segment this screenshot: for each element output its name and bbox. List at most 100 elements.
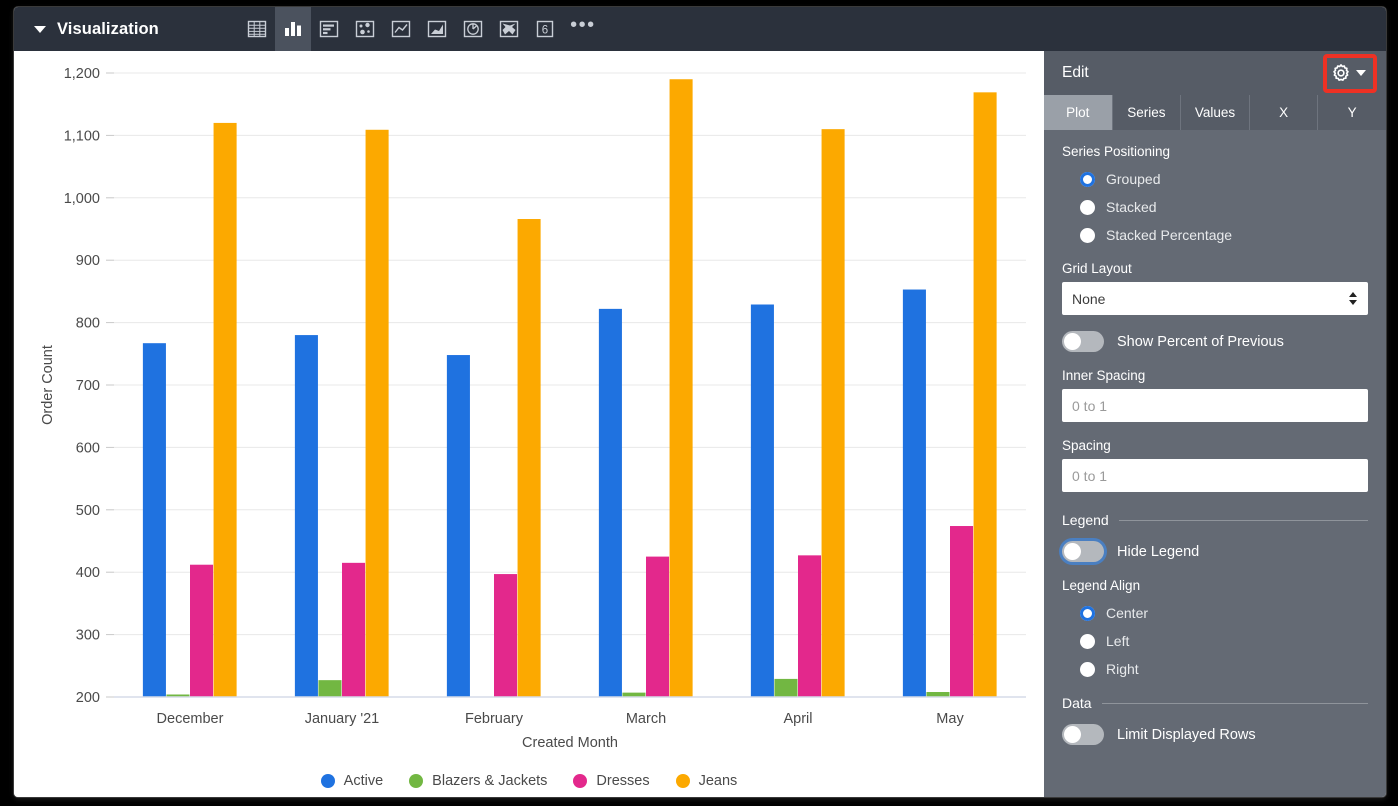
- bar[interactable]: [798, 555, 822, 697]
- bar[interactable]: [926, 692, 950, 697]
- column-chart-icon[interactable]: [274, 7, 311, 51]
- y-axis-tick-label: 300: [76, 628, 100, 644]
- data-section-header: Data: [1062, 695, 1368, 711]
- radio-checked-icon: [1080, 605, 1095, 621]
- bar[interactable]: [318, 680, 342, 697]
- visualization-window: Visualization: [14, 7, 1386, 797]
- legend-item[interactable]: Active: [320, 773, 383, 789]
- bar[interactable]: [166, 694, 190, 698]
- tab-series[interactable]: Series: [1113, 95, 1182, 130]
- legend-section-label: Legend: [1062, 512, 1109, 528]
- bar[interactable]: [517, 219, 541, 697]
- bar[interactable]: [821, 129, 845, 697]
- legend-align-radio-group: Center Left Right: [1062, 599, 1368, 683]
- legend-align-option-right[interactable]: Right: [1062, 655, 1368, 683]
- x-axis-tick-label: April: [783, 711, 812, 727]
- series-positioning-radio-group: Grouped Stacked Stacked Percentage: [1062, 165, 1368, 249]
- grid-layout-value: None: [1062, 282, 1368, 315]
- table-icon[interactable]: [239, 7, 275, 51]
- bar[interactable]: [446, 355, 470, 697]
- single-value-icon[interactable]: 6: [527, 7, 563, 51]
- y-axis-title: Order Count: [40, 345, 56, 425]
- map-icon[interactable]: [491, 7, 527, 51]
- limit-displayed-rows-label: Limit Displayed Rows: [1117, 726, 1256, 743]
- more-options-icon[interactable]: •••: [570, 13, 596, 36]
- bar[interactable]: [950, 526, 974, 697]
- legend-swatch-icon: [320, 774, 335, 788]
- edit-panel-tabs: Plot Series Values X Y: [1044, 95, 1386, 130]
- area-chart-icon[interactable]: [419, 7, 455, 51]
- radio-unchecked-icon: [1080, 661, 1095, 677]
- x-axis-tick-label: May: [936, 711, 964, 727]
- bar[interactable]: [750, 304, 774, 698]
- inner-spacing-input[interactable]: [1062, 389, 1368, 422]
- chart-area: 200 300 400 500 600 700 800 900 1,000 1,100 1,200 D…: [14, 51, 1044, 797]
- panel-title-visualization: Visualization: [57, 19, 159, 38]
- bar[interactable]: [294, 335, 318, 697]
- bar[interactable]: [342, 562, 366, 697]
- edit-panel-title: Edit: [1062, 64, 1089, 81]
- x-axis-title: Created Month: [522, 735, 618, 751]
- bar[interactable]: [973, 92, 997, 698]
- data-section-label: Data: [1062, 695, 1092, 711]
- legend-item[interactable]: Jeans: [675, 773, 737, 789]
- bar[interactable]: [365, 129, 389, 697]
- grid-layout-select[interactable]: None: [1062, 282, 1368, 315]
- edit-panel: Edit Plot Series Values X Y Series Positioni…: [1044, 51, 1386, 797]
- bar[interactable]: [598, 308, 622, 697]
- collapse-caret-icon[interactable]: [34, 25, 46, 33]
- radio-checked-icon: [1080, 171, 1095, 187]
- show-percent-of-previous-toggle[interactable]: Show Percent of Previous: [1062, 331, 1368, 352]
- radio-label: Stacked Percentage: [1106, 227, 1233, 243]
- y-axis-tick-label: 500: [76, 503, 100, 519]
- legend-align-option-center[interactable]: Center: [1062, 599, 1368, 627]
- radio-unchecked-icon: [1080, 199, 1095, 215]
- bar[interactable]: [494, 574, 518, 697]
- tab-x[interactable]: X: [1250, 95, 1319, 130]
- bar[interactable]: [213, 122, 237, 698]
- caret-down-icon: [1356, 70, 1366, 76]
- series-positioning-option-stacked[interactable]: Stacked: [1062, 193, 1368, 221]
- legend-item[interactable]: Blazers & Jackets: [409, 773, 547, 789]
- settings-gear-button[interactable]: [1324, 57, 1372, 89]
- bar[interactable]: [902, 289, 926, 697]
- series-positioning-label: Series Positioning: [1062, 144, 1171, 159]
- toggle-switch: [1062, 541, 1104, 562]
- y-axis-tick-label: 1,200: [64, 66, 100, 82]
- legend-item[interactable]: Dresses: [573, 773, 650, 789]
- hide-legend-toggle[interactable]: Hide Legend: [1062, 541, 1368, 562]
- y-axis-tick-label: 700: [76, 378, 100, 394]
- bar[interactable]: [190, 564, 214, 697]
- window-body: 200 300 400 500 600 700 800 900 1,000 1,100 1,200 D…: [14, 51, 1386, 797]
- legend-align-option-left[interactable]: Left: [1062, 627, 1368, 655]
- bar[interactable]: [622, 692, 646, 697]
- x-axis-tick-label: March: [626, 711, 666, 727]
- bar[interactable]: [669, 79, 693, 698]
- inner-spacing-label: Inner Spacing: [1062, 368, 1146, 383]
- y-axis-tick-label: 1,000: [64, 191, 100, 207]
- bar[interactable]: [646, 556, 670, 697]
- limit-displayed-rows-toggle[interactable]: Limit Displayed Rows: [1062, 724, 1368, 745]
- series-positioning-option-stacked-percentage[interactable]: Stacked Percentage: [1062, 221, 1368, 249]
- line-chart-icon[interactable]: [383, 7, 419, 51]
- tab-y[interactable]: Y: [1347, 105, 1357, 120]
- bar-chart-icon[interactable]: [311, 7, 347, 51]
- bar[interactable]: [774, 678, 798, 697]
- series-positioning-option-grouped[interactable]: Grouped: [1062, 165, 1368, 193]
- tab-values[interactable]: Values: [1181, 95, 1250, 130]
- chart-legend: Active Blazers & Jackets Dresses Jeans: [14, 773, 1044, 789]
- visualization-toolbar: Visualization: [14, 7, 1386, 51]
- grid-layout-label: Grid Layout: [1062, 261, 1132, 276]
- tab-plot[interactable]: Plot: [1044, 95, 1113, 130]
- bar[interactable]: [142, 343, 166, 697]
- vis-type-buttons: 6 •••: [239, 7, 603, 51]
- spacing-label: Spacing: [1062, 438, 1111, 453]
- x-axis-tick-label: December: [157, 711, 224, 727]
- hide-legend-label: Hide Legend: [1117, 543, 1200, 560]
- scatter-plot-icon[interactable]: [347, 7, 383, 51]
- bar-chart[interactable]: 200 300 400 500 600 700 800 900 1,000 1,100 1,200 D…: [14, 51, 1044, 797]
- x-axis-tick-label: January '21: [305, 711, 380, 727]
- pie-chart-icon[interactable]: [455, 7, 491, 51]
- radio-unchecked-icon: [1080, 227, 1095, 243]
- spacing-input[interactable]: [1062, 459, 1368, 492]
